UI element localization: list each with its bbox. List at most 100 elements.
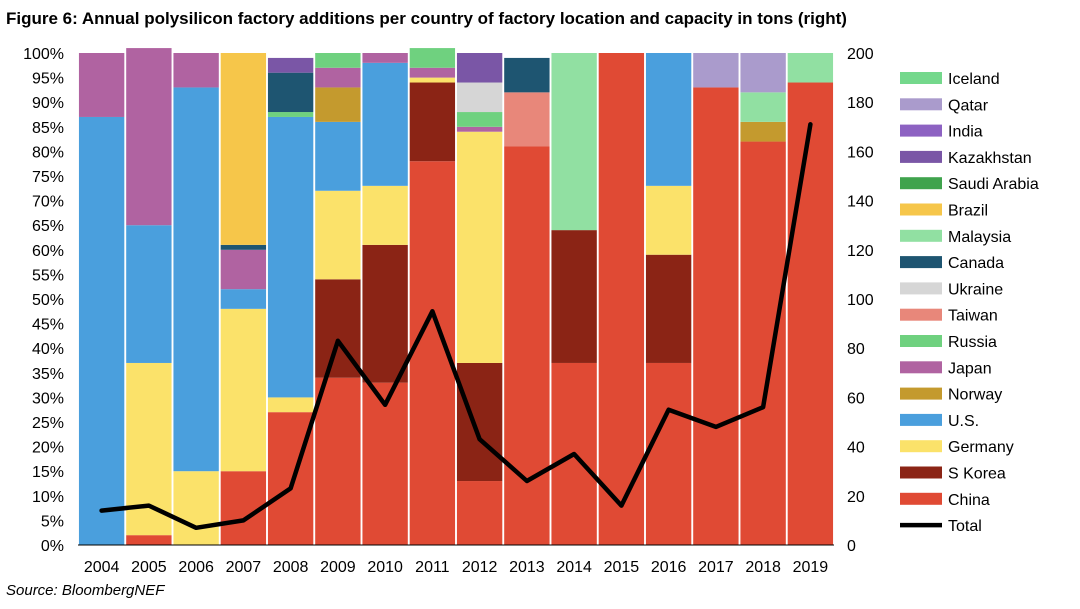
bar-japan-2005 <box>126 48 172 226</box>
legend-swatch-brazil <box>900 203 942 216</box>
x-tick-label: 2016 <box>651 559 687 576</box>
bar-japan-2012 <box>456 126 503 132</box>
bar-germany-2010 <box>362 185 408 245</box>
legend-swatch-india <box>900 124 942 137</box>
legend-swatch-u-s- <box>900 413 942 426</box>
legend-swatch-malaysia <box>900 229 942 242</box>
bar-china-2019 <box>787 82 834 546</box>
bar-u-s--2009 <box>315 121 361 191</box>
left-tick-label: 75% <box>32 169 64 186</box>
x-tick-label: 2018 <box>745 559 781 576</box>
legend-label-kazakhstan: Kazakhstan <box>948 150 1032 167</box>
bar-canada-2007 <box>220 244 267 250</box>
bar-u-s--2008 <box>267 116 314 398</box>
bar-layer <box>78 48 834 546</box>
bar-russia-2011 <box>409 48 456 68</box>
x-tick-label: 2008 <box>273 559 309 576</box>
left-tick-label: 10% <box>32 489 64 506</box>
left-tick-label: 85% <box>32 120 64 137</box>
bar-qatar-2017 <box>693 53 739 88</box>
bar-germany-2009 <box>315 190 361 280</box>
bar-china-2005 <box>126 535 172 545</box>
line-series-total <box>99 122 813 531</box>
bar-japan-2004 <box>78 53 125 117</box>
legend-label-germany: Germany <box>948 439 1014 456</box>
bar-japan-2010 <box>362 53 408 63</box>
left-tick-label: 65% <box>32 218 64 235</box>
figure-title: Figure 6: Annual polysilicon factory add… <box>6 9 847 28</box>
left-tick-label: 50% <box>32 292 64 309</box>
legend-swatch-norway <box>900 387 942 400</box>
legend-swatch-germany <box>900 440 942 453</box>
right-tick-label: 80 <box>847 341 865 358</box>
bar-china-2010 <box>362 382 408 545</box>
x-tick-label: 2007 <box>226 559 262 576</box>
bar-u-s--2004 <box>78 116 125 546</box>
legend-swatch-canada <box>900 256 942 269</box>
bar-norway-2009 <box>315 87 361 122</box>
x-tick-label: 2006 <box>178 559 214 576</box>
bar-u-s--2006 <box>173 87 219 472</box>
legend-label-canada: Canada <box>948 255 1004 272</box>
legend: Iceland Qatar India Kazakhstan Saudi Arabia B… <box>900 71 1039 535</box>
line-layer <box>99 122 813 531</box>
x-tick-label: 2014 <box>556 559 592 576</box>
bar-ukraine-2012 <box>456 82 503 113</box>
bar-malaysia-2018 <box>740 92 786 122</box>
axes-layer: 0% 5% 10% 15% 20% 25% 30% 35% 40% 45% 50% 55% 60% 65%… <box>23 46 874 576</box>
legend-label-norway: Norway <box>948 387 1002 404</box>
x-tick-label: 2012 <box>462 559 498 576</box>
right-tick-label: 200 <box>847 46 874 63</box>
x-tick-label: 2011 <box>415 559 450 576</box>
left-tick-label: 35% <box>32 366 64 383</box>
bar-u-s--2016 <box>645 53 692 186</box>
bar-canada-2008 <box>267 72 314 113</box>
bar-taiwan-2013 <box>504 92 550 147</box>
bar-russia-2008 <box>267 112 314 117</box>
legend-swatch-s-korea <box>900 466 942 479</box>
bar-norway-2018 <box>740 121 786 142</box>
bar-s-korea-2016 <box>645 254 692 363</box>
bar-germany-2008 <box>267 397 314 413</box>
right-tick-label: 60 <box>847 390 865 407</box>
bar-russia-2009 <box>315 53 361 68</box>
left-tick-label: 15% <box>32 464 64 481</box>
bar-china-2012 <box>456 481 503 545</box>
source-note: Source: BloombergNEF <box>6 582 165 599</box>
legend-swatch-kazakhstan <box>900 150 942 163</box>
bar-china-2016 <box>645 362 692 545</box>
right-tick-label: 0 <box>847 538 856 555</box>
x-tick-label: 2015 <box>604 559 640 576</box>
right-tick-label: 40 <box>847 440 865 457</box>
legend-swatch-qatar <box>900 98 942 111</box>
legend-swatch-iceland <box>900 72 942 84</box>
bar-japan-2007 <box>220 249 267 290</box>
left-tick-label: 40% <box>32 341 64 358</box>
bar-china-2017 <box>693 87 739 545</box>
left-tick-label: 70% <box>32 194 64 211</box>
legend-swatch-china <box>900 492 942 505</box>
right-tick-label: 100 <box>847 292 874 309</box>
left-tick-label: 0% <box>41 538 64 555</box>
right-tick-label: 120 <box>847 243 874 260</box>
legend-swatch-russia <box>900 335 942 347</box>
bar-china-2009 <box>315 377 361 545</box>
bar-kazakhstan-2008 <box>267 57 314 73</box>
legend-swatch-saudi-arabia <box>900 177 942 190</box>
legend-swatch-japan <box>900 361 942 374</box>
bar-malaysia-2019 <box>787 53 834 83</box>
bar-malaysia-2014 <box>551 53 597 231</box>
legend-label-s-korea: S Korea <box>948 466 1006 483</box>
left-tick-label: 30% <box>32 390 64 407</box>
bar-s-korea-2010 <box>362 244 408 383</box>
left-tick-label: 60% <box>32 243 64 260</box>
right-tick-label: 180 <box>847 95 874 112</box>
legend-label-qatar: Qatar <box>948 97 989 114</box>
x-tick-label: 2013 <box>509 559 545 576</box>
legend-label-saudi-arabia: Saudi Arabia <box>948 176 1039 193</box>
left-tick-label: 20% <box>32 440 64 457</box>
legend-swatch-ukraine <box>900 282 942 295</box>
legend-label-china: China <box>948 492 990 509</box>
legend-label-taiwan: Taiwan <box>948 308 998 325</box>
